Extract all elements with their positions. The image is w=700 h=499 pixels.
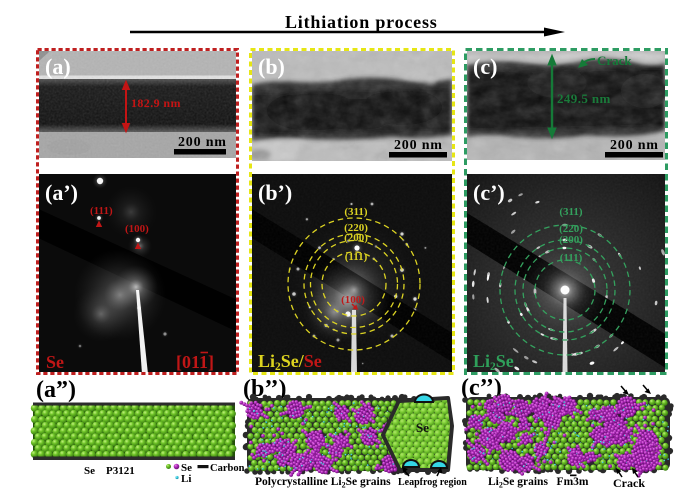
svg-text:Li2Se: Li2Se xyxy=(473,351,514,372)
svg-text:[011]: [011] xyxy=(176,352,214,372)
svg-text:Crack: Crack xyxy=(613,476,645,490)
svg-text:(100): (100) xyxy=(125,223,149,235)
svg-text:Polycrystalline Li2Se grains: Polycrystalline Li2Se grains xyxy=(255,476,391,490)
svg-text:200 nm: 200 nm xyxy=(178,135,227,150)
svg-text:Li2Se/Se: Li2Se/Se xyxy=(258,351,322,372)
svg-text:Se: Se xyxy=(416,420,429,435)
svg-text:(a”): (a”) xyxy=(36,378,76,403)
svg-text:249.5 nm: 249.5 nm xyxy=(557,91,611,106)
svg-text:Leapfrog region: Leapfrog region xyxy=(398,477,467,488)
svg-text:Se P3121: Se P3121 xyxy=(84,465,135,477)
svg-text:(c): (c) xyxy=(473,54,497,79)
svg-text:Crack: Crack xyxy=(597,53,632,68)
svg-text:Carbon: Carbon xyxy=(210,463,245,474)
svg-text:Li: Li xyxy=(181,473,191,485)
svg-text:Se: Se xyxy=(46,352,64,372)
svg-text:(c’’): (c’’) xyxy=(461,378,502,401)
svg-text:200 nm: 200 nm xyxy=(394,138,443,153)
svg-text:(a’): (a’) xyxy=(45,180,78,205)
svg-text:200 nm: 200 nm xyxy=(610,138,659,153)
svg-text:(b): (b) xyxy=(258,54,285,79)
svg-text:182.9 nm: 182.9 nm xyxy=(131,96,181,110)
svg-text:Li2Se grains Fm3m: Li2Se grains Fm3m xyxy=(488,476,589,490)
svg-text:(a): (a) xyxy=(45,54,71,79)
svg-text:Se: Se xyxy=(181,462,192,474)
svg-text:(111): (111) xyxy=(90,205,113,217)
